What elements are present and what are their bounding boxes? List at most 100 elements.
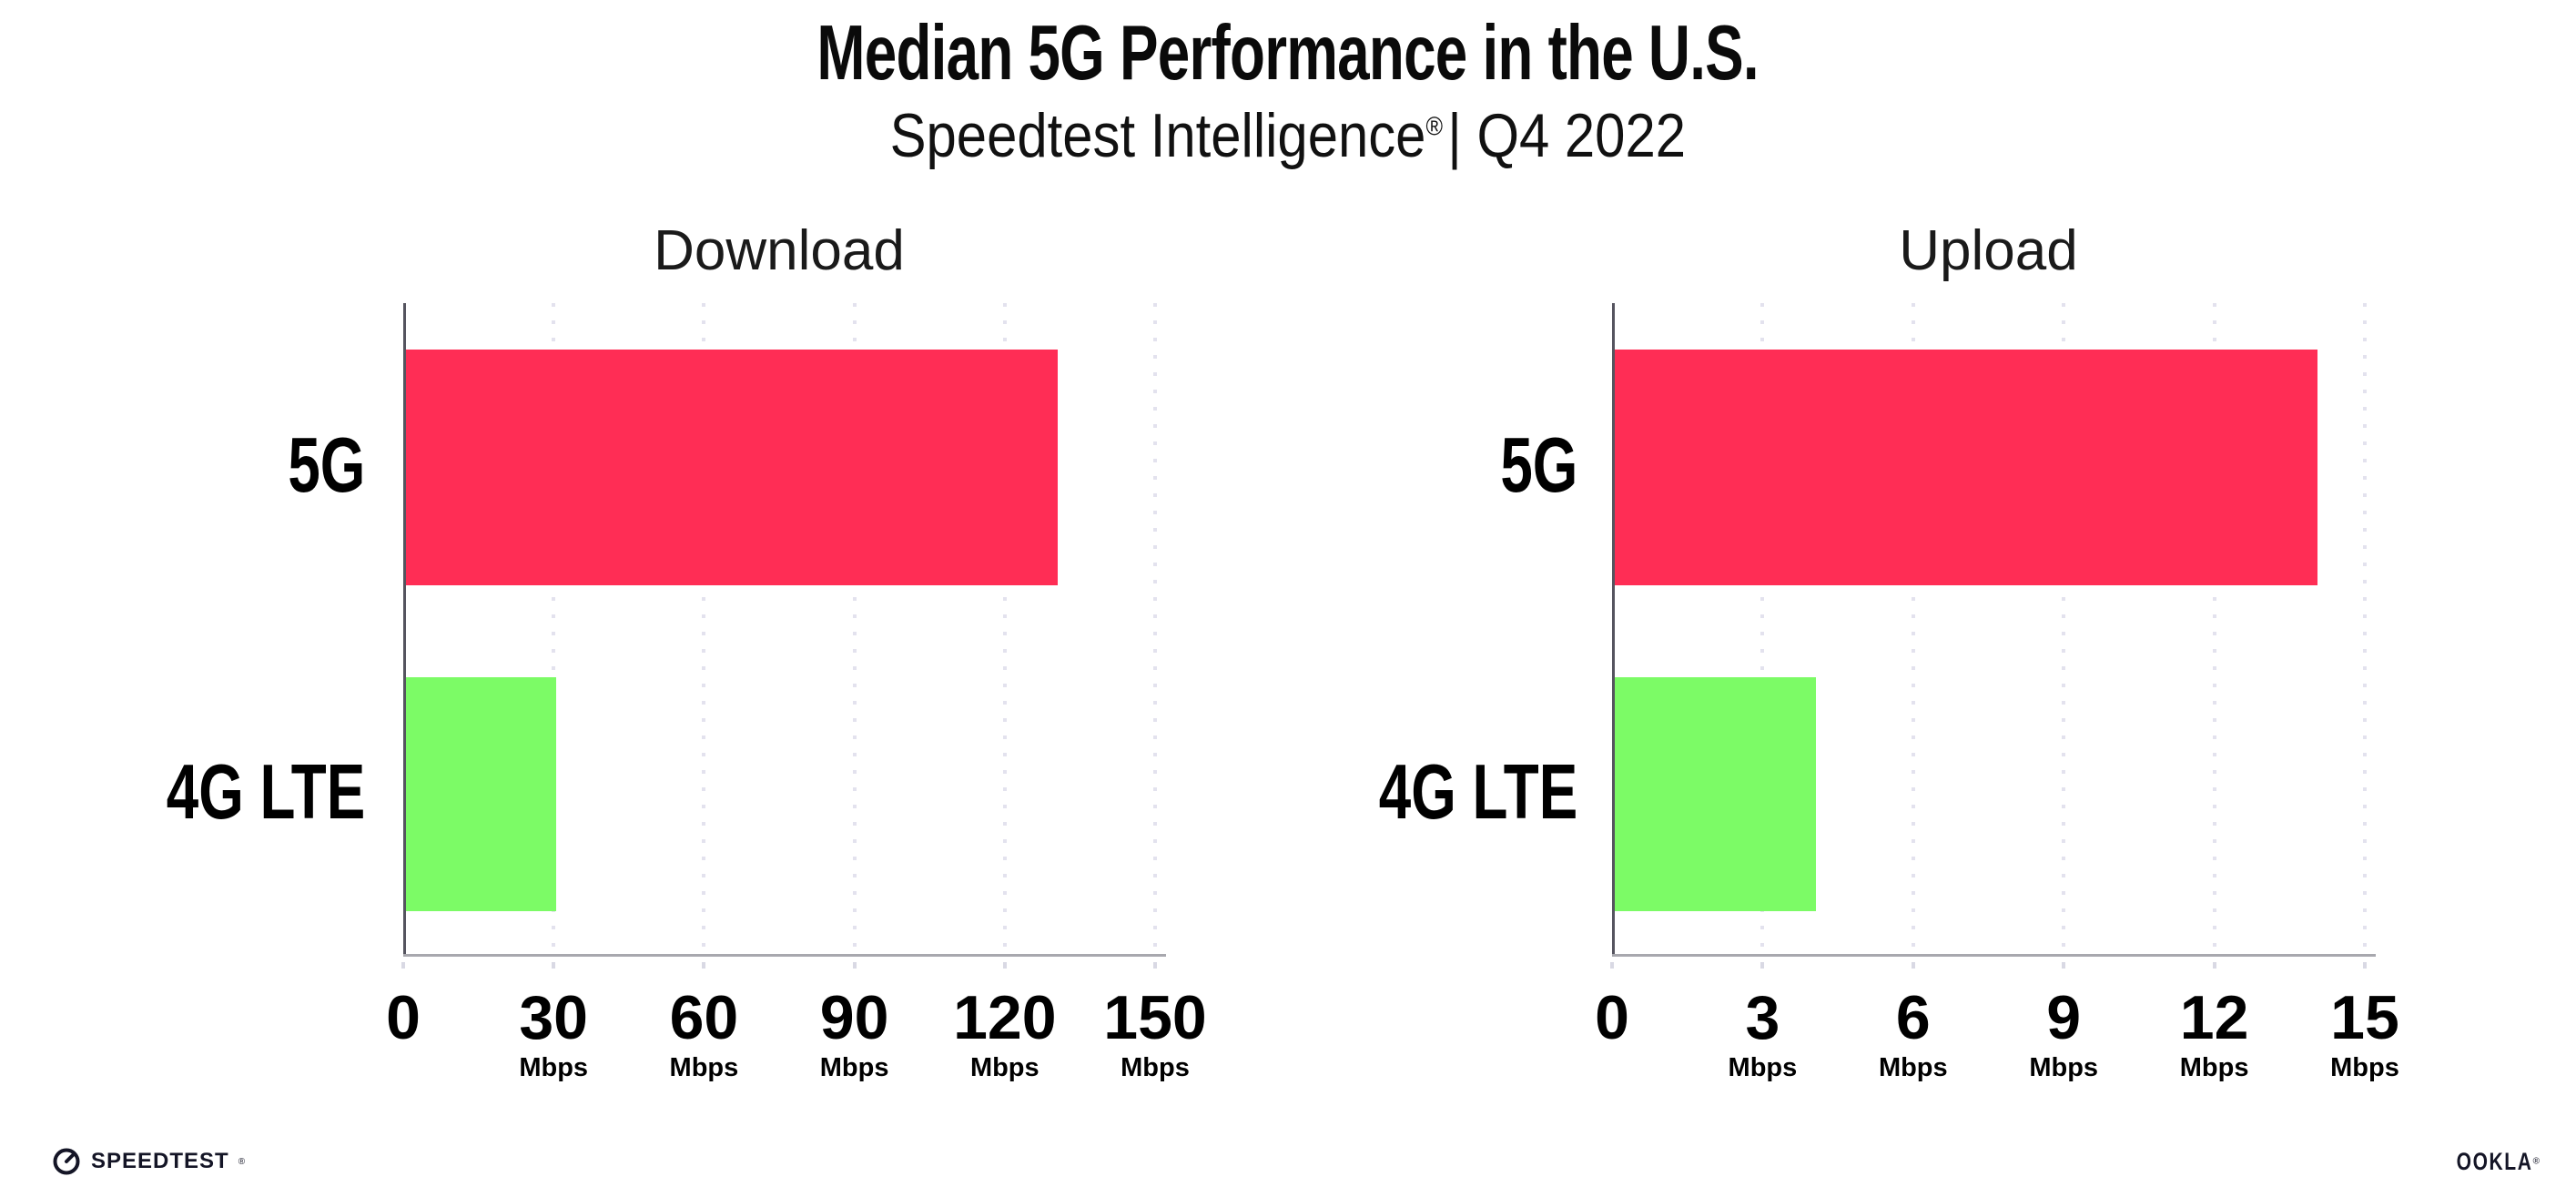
subtitle-brand: Speedtest Intelligence (889, 101, 1426, 171)
upload-plot-column: Upload 0 3 Mbps 6 Mbps 9 Mbps 12 Mbps 15 Mbps (1595, 170, 2399, 1107)
gridline-30-download (552, 302, 556, 954)
download-plot-area (401, 302, 1166, 969)
charts-row: 5G 4G LTE Download 0 30 Mbps 60 Mbps 90 Mbps 120… (0, 170, 2576, 1107)
gridline-6-upload (1911, 302, 1915, 954)
tick-value: 15 (2330, 982, 2399, 1052)
x-tick-9-upload: 9 Mbps (2029, 986, 2098, 1083)
band-4g-lte: 4G LTE (1155, 630, 1612, 957)
speedtest-logo: SPEEDTEST ® (51, 1146, 245, 1177)
category-label-4g-lte: 4G LTE (166, 749, 365, 837)
x-tick-0-download: 0 (386, 986, 421, 1050)
tick-unit: Mbps (2179, 1052, 2249, 1082)
tick-value: 9 (2046, 982, 2082, 1052)
axis-tick-mark-150 (1153, 961, 1157, 969)
gridline-15-upload (2363, 302, 2367, 954)
tick-unit: Mbps (2029, 1052, 2099, 1082)
speedtest-wordmark: SPEEDTEST (91, 1149, 229, 1173)
x-axis-line (1612, 953, 2376, 957)
page-subtitle-text: Speedtest Intelligence®| Q4 2022 (890, 102, 1686, 170)
bar-4g-lte-upload (1615, 676, 1816, 911)
x-tick-12-upload: 12 Mbps (2180, 986, 2249, 1083)
tick-unit: Mbps (669, 1052, 739, 1082)
page-title: Median 5G Performance in the U.S. (0, 12, 2576, 95)
label-spacer (1155, 170, 1612, 303)
tick-value: 3 (1745, 982, 1780, 1052)
upload-chart-title: Upload (1612, 170, 2365, 303)
band-5g: 5G (1155, 303, 1612, 630)
download-category-labels: 5G 4G LTE (0, 170, 403, 1107)
upload-category-labels: 5G 4G LTE (1155, 170, 1612, 1107)
tick-value: 12 (2179, 982, 2249, 1052)
ookla-logo: OOKLA® (2435, 1148, 2540, 1176)
axis-tick-mark-0 (1610, 961, 1614, 969)
x-tick-30-download: 30 Mbps (519, 986, 588, 1083)
bar-5g-download (406, 349, 1058, 586)
x-tick-3-upload: 3 Mbps (1729, 986, 1798, 1083)
download-bands: 5G 4G LTE (0, 303, 403, 957)
tick-unit: Mbps (2330, 1052, 2399, 1082)
tick-unit: Mbps (1728, 1052, 1798, 1082)
tick-value: 6 (1895, 982, 1931, 1052)
x-tick-6-upload: 6 Mbps (1879, 986, 1948, 1083)
upload-bands: 5G 4G LTE (1155, 303, 1612, 957)
band-4g-lte: 4G LTE (0, 630, 403, 957)
x-tick-60-download: 60 Mbps (670, 986, 739, 1083)
axis-tick-mark-12 (2212, 961, 2216, 969)
axis-tick-mark-120 (1002, 961, 1007, 969)
speedtest-gauge-icon (53, 1148, 80, 1175)
y-axis-line (1612, 302, 1615, 957)
y-axis-line (403, 302, 406, 957)
tick-unit: Mbps (519, 1052, 589, 1082)
bar-5g-upload (1615, 349, 2317, 586)
x-tick-0-upload: 0 (1595, 986, 1629, 1050)
tick-value: 30 (519, 982, 588, 1052)
axis-tick-mark-3 (1760, 961, 1765, 969)
gridline-120-download (1002, 302, 1007, 954)
label-spacer (0, 170, 403, 303)
axis-tick-mark-60 (702, 961, 706, 969)
tick-value: 0 (386, 982, 421, 1052)
tick-value: 0 (1595, 982, 1629, 1052)
axis-tick-mark-9 (2062, 961, 2066, 969)
upload-x-axis-ticks: 0 3 Mbps 6 Mbps 9 Mbps 12 Mbps 15 Mbps (1595, 957, 2399, 1107)
axis-tick-mark-90 (852, 961, 857, 969)
chart-download: 5G 4G LTE Download 0 30 Mbps 60 Mbps 90 Mbps 120… (0, 170, 1207, 1107)
download-x-axis-ticks: 0 30 Mbps 60 Mbps 90 Mbps 120 Mbps 150 Mbps (386, 957, 1207, 1107)
speedtest-registered-mark: ® (238, 1156, 246, 1167)
gridline-90-download (852, 302, 857, 954)
tick-unit: Mbps (1121, 1052, 1190, 1082)
tick-value: 120 (953, 982, 1057, 1052)
category-label-5g: 5G (287, 422, 365, 510)
x-axis-line (403, 953, 1166, 957)
subtitle-period: | Q4 2022 (1447, 101, 1687, 171)
ookla-registered-mark: ® (2532, 1156, 2540, 1167)
x-tick-90-download: 90 Mbps (820, 986, 889, 1083)
category-label-5g: 5G (1499, 422, 1577, 510)
tick-unit: Mbps (969, 1052, 1040, 1082)
download-chart-title: Download (403, 170, 1155, 303)
x-tick-15-upload: 15 Mbps (2330, 986, 2399, 1083)
ookla-wordmark: OOKLA (2456, 1147, 2533, 1175)
gridline-3-upload (1760, 302, 1765, 954)
axis-tick-mark-6 (1911, 961, 1915, 969)
axis-tick-mark-30 (552, 961, 556, 969)
gridline-12-upload (2212, 302, 2216, 954)
upload-chart-title-text: Upload (1899, 218, 2078, 282)
axis-tick-mark-0 (401, 961, 405, 969)
tick-unit: Mbps (1878, 1052, 1948, 1082)
tick-value: 150 (1103, 982, 1207, 1052)
x-tick-150-download: 150 Mbps (1103, 986, 1206, 1083)
category-label-4g-lte: 4G LTE (1378, 749, 1577, 837)
gridline-9-upload (2062, 302, 2066, 954)
download-plot-column: Download 0 30 Mbps 60 Mbps 90 Mbps 120 Mbps 150 Mb… (386, 170, 1207, 1107)
tick-value: 90 (819, 982, 889, 1052)
header: Median 5G Performance in the U.S. Speedt… (0, 0, 2576, 170)
band-5g: 5G (0, 303, 403, 630)
gridline-150-download (1153, 302, 1157, 954)
download-chart-title-text: Download (654, 218, 905, 282)
gridline-60-download (702, 302, 706, 954)
footer: SPEEDTEST ® OOKLA® (51, 1146, 2540, 1177)
x-tick-120-download: 120 Mbps (953, 986, 1056, 1083)
registered-mark: ® (1425, 112, 1444, 142)
